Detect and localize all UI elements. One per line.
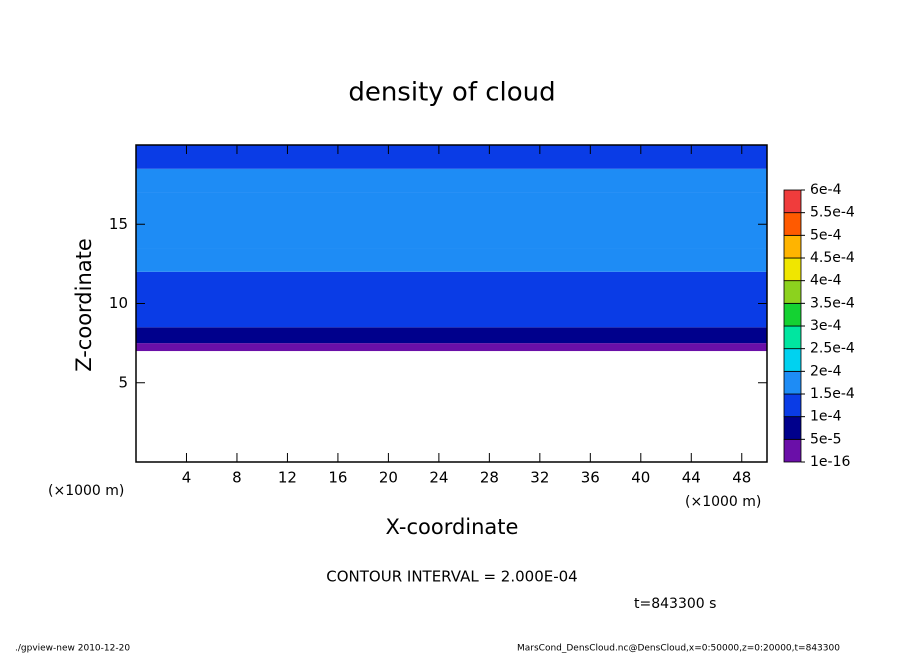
x-tick-label: 8 (232, 469, 242, 487)
time-label: t=843300 s (634, 596, 716, 612)
colorbar-box (783, 280, 802, 304)
colorbar-box (783, 348, 802, 372)
colorbar-box (783, 212, 802, 236)
colorbar-label: 4e-4 (810, 273, 842, 289)
colorbar-label: 1e-16 (810, 454, 850, 470)
contour-interval: CONTOUR INTERVAL = 2.000E-04 (326, 568, 577, 586)
footer: MarsCond_DensCloud.nc@DensCloud,x=0:5000… (517, 644, 840, 654)
colorbar-box (783, 189, 802, 214)
colorbar-box (783, 416, 802, 440)
x-tick-label: 20 (379, 469, 398, 487)
contour-band (136, 303, 767, 328)
contour-band (136, 192, 767, 249)
x-units: (×1000 m) (685, 494, 761, 510)
footer: ./gpview-new 2010-12-20 (15, 644, 130, 654)
y-tick-label: 10 (109, 294, 128, 312)
colorbar-box (783, 393, 802, 418)
chart-title: density of cloud (348, 78, 555, 108)
colorbar-label: 5e-5 (810, 431, 841, 447)
colorbar-label: 3.5e-4 (810, 295, 855, 311)
contour-band (136, 327, 767, 344)
y-tick-label: 15 (109, 215, 128, 233)
x-units: (×1000 m) (48, 483, 124, 499)
colorbar-box (783, 257, 802, 282)
contour-band (136, 168, 767, 193)
colorbar-label: 2e-4 (810, 363, 842, 379)
x-tick-label: 36 (581, 469, 600, 487)
x-tick-label: 48 (732, 469, 751, 487)
x-tick-label: 32 (530, 469, 549, 487)
x-axis-label: X-coordinate (386, 515, 519, 539)
colorbar-label: 1e-4 (810, 409, 842, 425)
colorbar-box (783, 234, 802, 259)
x-tick-label: 12 (278, 469, 297, 487)
colorbar-box (783, 325, 802, 350)
x-tick-label: 44 (682, 469, 701, 487)
x-tick-label: 28 (480, 469, 499, 487)
colorbar-box (783, 302, 802, 327)
colorbar-box (783, 370, 802, 395)
x-tick-label: 16 (328, 469, 347, 487)
y-tick-label: 5 (118, 373, 128, 391)
colorbar-label: 5.5e-4 (810, 205, 855, 221)
colorbar-label: 4.5e-4 (810, 250, 855, 266)
colorbar-label: 3e-4 (810, 318, 842, 334)
colorbar-label: 5e-4 (810, 227, 842, 243)
x-tick-label: 40 (631, 469, 650, 487)
x-tick-label: 4 (182, 469, 192, 487)
colorbar-label: 2.5e-4 (810, 341, 855, 357)
y-axis-label: Z-coordinate (72, 238, 96, 372)
x-tick-label: 24 (429, 469, 448, 487)
contour-band (136, 343, 767, 352)
contour-band (136, 248, 767, 272)
colorbar-label: 1.5e-4 (810, 386, 855, 402)
colorbar-box (783, 438, 802, 463)
contour-band (136, 271, 767, 304)
contour-band (136, 145, 767, 169)
colorbar-label: 6e-4 (810, 182, 842, 198)
